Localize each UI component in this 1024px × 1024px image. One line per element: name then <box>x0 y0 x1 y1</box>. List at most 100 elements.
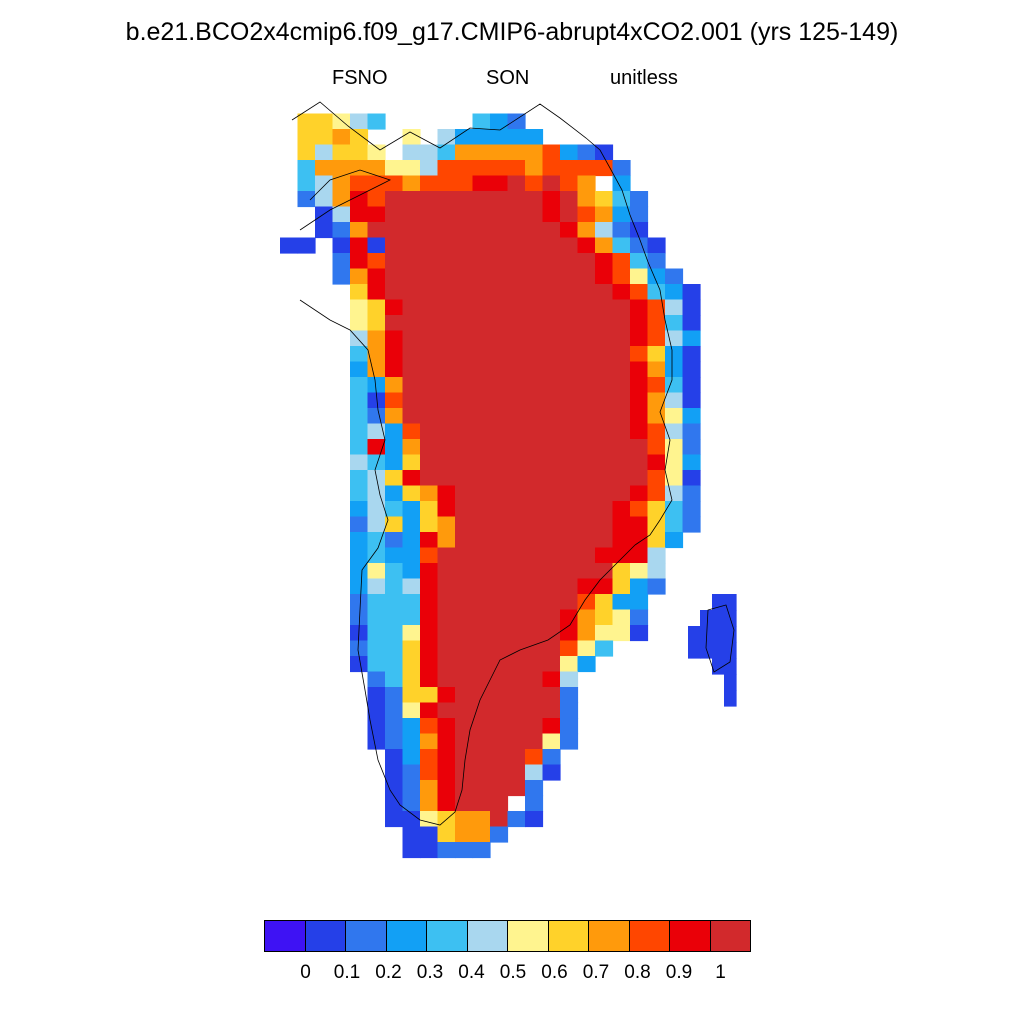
map-cell <box>525 733 544 750</box>
map-cell <box>542 191 561 208</box>
map-cell <box>724 674 737 691</box>
map-cell <box>560 578 579 595</box>
map-cell <box>472 640 491 657</box>
map-cell <box>402 222 421 239</box>
map-cell <box>560 423 579 440</box>
map-cell <box>472 454 491 471</box>
map-cell <box>630 206 649 223</box>
map-cell <box>455 423 474 440</box>
map-cell <box>297 175 316 192</box>
colorbar-swatch <box>385 920 427 952</box>
map-cell <box>472 594 491 611</box>
map-cell <box>420 671 439 688</box>
map-cell <box>437 795 456 812</box>
map-cell <box>490 439 509 456</box>
map-cell <box>577 346 596 363</box>
map-cell <box>612 439 631 456</box>
map-cell <box>472 516 491 533</box>
map-cell <box>420 485 439 502</box>
map-cell <box>402 795 421 812</box>
map-cell <box>507 780 526 797</box>
map-cell <box>612 268 631 285</box>
map-cell <box>525 423 544 440</box>
map-cell <box>507 113 526 130</box>
map-cell <box>367 237 386 254</box>
map-cell <box>665 361 684 378</box>
map-cell <box>507 191 526 208</box>
map-cell <box>315 144 334 161</box>
colorbar-swatch <box>669 920 711 952</box>
map-cell <box>682 516 701 533</box>
map-cell <box>402 764 421 781</box>
colorbar-swatch <box>628 920 670 952</box>
map-cell <box>525 470 544 487</box>
map-cell <box>490 253 509 270</box>
map-cell <box>490 485 509 502</box>
map-cell <box>647 299 666 316</box>
map-cell <box>665 532 684 549</box>
map-cell <box>630 392 649 409</box>
map-cell <box>350 299 369 316</box>
map-cell <box>472 687 491 704</box>
map-cell <box>472 377 491 394</box>
map-cell <box>682 377 701 394</box>
map-cell <box>437 408 456 425</box>
map-cell <box>525 191 544 208</box>
map-cell <box>630 408 649 425</box>
map-cell <box>455 578 474 595</box>
map-cell <box>595 439 614 456</box>
map-cell <box>577 609 596 626</box>
colorbar-tick-label: 1 <box>715 962 726 983</box>
map-cell <box>332 129 351 146</box>
map-cell <box>472 284 491 301</box>
map-cell <box>507 811 526 828</box>
colorbar-tick-label: 0.5 <box>499 962 527 983</box>
map-cell <box>385 516 404 533</box>
map-cell <box>455 408 474 425</box>
map-cell <box>437 470 456 487</box>
map-cell <box>367 594 386 611</box>
map-cell <box>367 299 386 316</box>
map-cell <box>402 578 421 595</box>
map-cell <box>420 718 439 735</box>
map-cell <box>472 268 491 285</box>
map-cell <box>577 160 596 177</box>
map-cell <box>385 361 404 378</box>
map-cell <box>385 718 404 735</box>
map-cell <box>332 206 351 223</box>
map-cell <box>420 439 439 456</box>
map-cell <box>472 237 491 254</box>
map-cell <box>420 594 439 611</box>
map-cell <box>420 253 439 270</box>
map-cell <box>402 423 421 440</box>
map-cell <box>542 547 561 564</box>
map-cell <box>420 532 439 549</box>
map-cell <box>490 749 509 766</box>
map-cell <box>315 160 334 177</box>
map-cell <box>385 377 404 394</box>
map-cell <box>560 547 579 564</box>
map-cell <box>367 191 386 208</box>
map-cell <box>507 144 526 161</box>
map-cell <box>402 191 421 208</box>
map-cell <box>402 129 421 146</box>
map-cell <box>437 206 456 223</box>
map-cell <box>350 346 369 363</box>
map-cell <box>560 671 579 688</box>
map-cell <box>560 160 579 177</box>
map-cell <box>525 671 544 688</box>
map-cell <box>472 253 491 270</box>
map-cell <box>472 671 491 688</box>
map-cell <box>420 160 439 177</box>
map-cell <box>420 346 439 363</box>
map-cell <box>542 702 561 719</box>
map-cell <box>560 299 579 316</box>
map-cell <box>472 578 491 595</box>
map-cell <box>507 222 526 239</box>
map-cell <box>490 640 509 657</box>
map-cell <box>507 532 526 549</box>
map-cell <box>367 516 386 533</box>
map-cell <box>577 656 596 673</box>
map-cell <box>455 129 474 146</box>
map-cell <box>525 330 544 347</box>
